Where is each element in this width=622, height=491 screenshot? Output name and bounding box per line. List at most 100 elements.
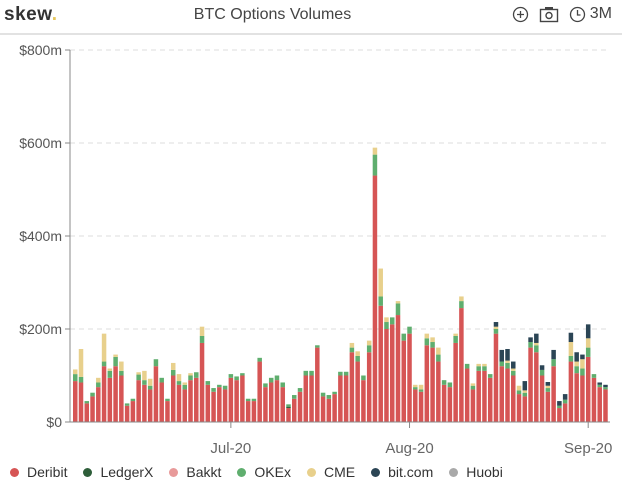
bar-cme [534,342,539,346]
bar-okex [124,403,130,406]
bar-deribit [245,401,251,422]
stacked-bar-chart: $0 $200m $400m $600m $800m Jul-20 Aug-20 Sep-20 [19,42,612,457]
bar-okex [274,375,280,381]
legend-label: Huobi [466,464,503,480]
bar-okex [234,376,239,381]
bar-deribit [557,408,562,422]
bar-okex [119,370,124,376]
bar-okex [84,401,90,404]
bar-cme [476,363,481,367]
bar-bitcom [545,382,551,386]
bar-deribit [534,352,539,422]
legend-item-okex[interactable]: OKEx [237,464,291,480]
bar-cme [580,359,585,369]
bar-okex [205,381,211,385]
bar-deribit [153,366,159,422]
bar-deribit [366,352,372,422]
bar-deribit [355,361,360,422]
bar-deribit [257,361,262,422]
bar-okex [194,372,199,378]
legend-label: bit.com [388,464,434,480]
bar-bitcom [505,348,510,361]
bar-okex [263,383,268,388]
bar-okex [182,384,188,390]
bar-deribit [159,382,164,422]
skew-logo[interactable]: skew. [4,4,58,26]
legend-swatch [237,467,247,477]
bar-okex [441,380,447,385]
bar-bitcom [568,332,574,343]
bar-cme [349,342,355,348]
bar-okex [176,381,182,385]
bar-okex [280,382,285,388]
bar-okex [389,317,395,325]
legend-item-huobi[interactable]: Huobi [449,464,503,480]
legend-label: Bakkt [186,464,222,480]
bar-deribit [487,377,493,422]
bar-deribit [78,382,84,422]
bar-okex [551,359,556,367]
bar-okex [90,392,95,397]
bar-deribit [234,380,239,422]
bar-cme [355,351,360,356]
bar-okex [528,342,533,348]
bar-cme [585,338,591,348]
bar-cme [119,361,124,371]
bar-cme [372,147,378,155]
bar-deribit [268,382,274,422]
bar-okex [511,370,516,376]
legend-item-bakkt[interactable]: Bakkt [169,464,221,480]
legend-item-cme[interactable]: CME [307,464,355,480]
legend-item-deribit[interactable]: Deribit [10,464,67,480]
bar-cme [73,369,78,375]
bar-okex [401,333,407,341]
bar-bitcom [574,352,579,362]
bar-okex [199,335,205,343]
legend: Deribit LedgerX Bakkt OKEx CME bit.com Huobi [10,464,503,480]
bar-bitcom [585,324,591,339]
bar-deribit [436,361,441,422]
bar-okex [268,377,274,383]
legend-label: Deribit [27,464,68,480]
bar-okex [424,338,430,346]
bar-bitcom [580,354,585,360]
bar-okex [343,371,349,376]
bar-deribit [511,375,516,422]
bar-okex [245,398,251,402]
bar-deribit [476,370,481,422]
legend-item-ledgerx[interactable]: LedgerX [83,464,153,480]
bar-okex [113,356,118,367]
bar-deribit [493,333,499,422]
camera-icon[interactable] [539,6,559,23]
bar-okex [228,374,234,378]
bar-deribit [176,384,182,422]
bar-deribit [591,377,597,422]
bar-deribit [401,340,407,422]
bar-cme [459,296,464,302]
bar-cme [78,348,84,377]
bar-cme [199,326,205,336]
logo-text: skew [4,4,52,25]
bar-deribit [274,380,280,422]
bar-cme [574,361,579,367]
bar-cme [505,360,510,363]
bar-deribit [424,345,430,422]
bar-deribit [303,375,309,422]
plus-circle-icon[interactable] [512,6,529,23]
clock-icon [569,6,586,23]
bar-deribit [453,342,458,422]
bar-deribit [430,347,435,422]
time-range-button[interactable]: 3M [569,5,612,23]
bar-deribit [286,408,291,422]
bar-cme [101,333,107,362]
bar-okex [309,370,314,376]
legend-item-bitcom[interactable]: bit.com [371,464,433,480]
bar-okex [557,405,562,409]
bar-deribit [222,389,228,422]
bar-okex [73,374,78,382]
bar-deribit [522,396,528,422]
bar-okex [315,345,320,348]
bar-deribit [470,389,476,422]
bar-okex [136,374,141,381]
bar-okex [470,385,476,390]
